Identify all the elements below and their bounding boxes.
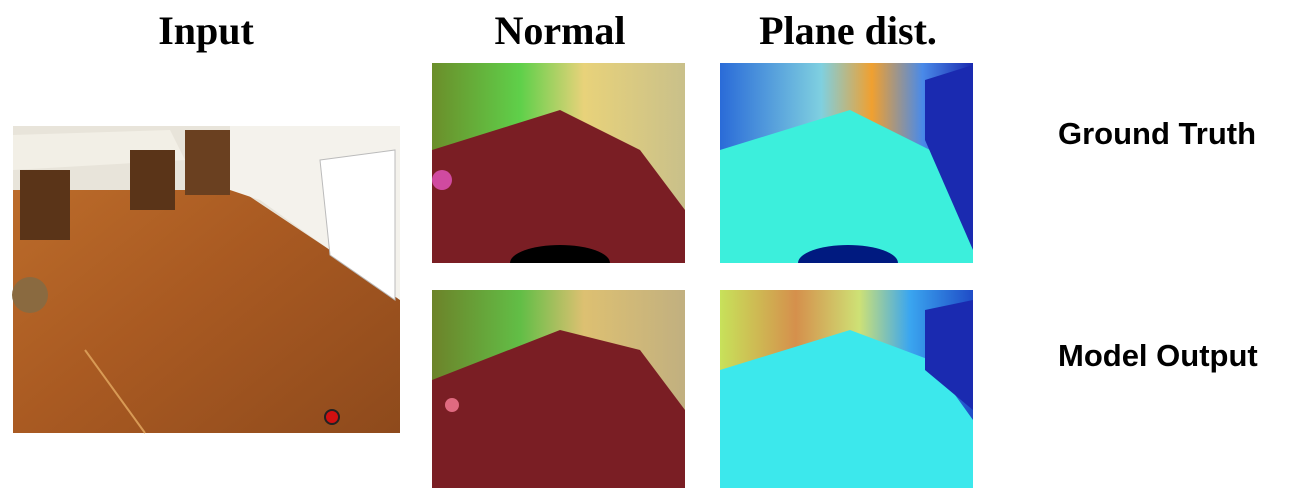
row-label: Ground Truth <box>1058 116 1256 151</box>
row-label: Model Output <box>1058 338 1258 373</box>
plane-model-output <box>720 290 973 488</box>
column-header: Plane dist. <box>759 8 937 53</box>
normal-model-output <box>432 290 685 488</box>
page: Input Normal Plane dist. <box>0 0 1303 489</box>
column-header: Input <box>158 8 254 53</box>
column-header: Normal <box>494 8 625 53</box>
normal-ground-truth <box>432 63 685 263</box>
input-image <box>12 126 400 433</box>
figure: Input Normal Plane dist. <box>0 0 1303 489</box>
plane-ground-truth <box>720 63 973 263</box>
